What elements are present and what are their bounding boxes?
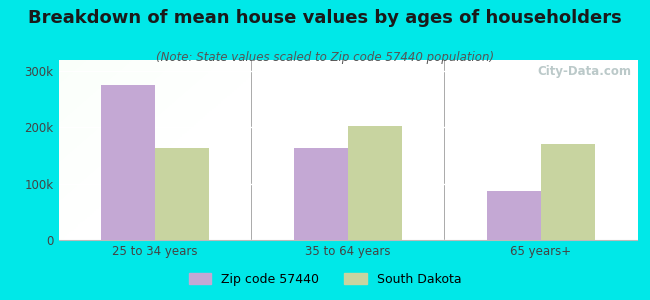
Text: Breakdown of mean house values by ages of householders: Breakdown of mean house values by ages o…	[28, 9, 622, 27]
Bar	[155, 148, 209, 240]
Text: (Note: State values scaled to Zip code 57440 population): (Note: State values scaled to Zip code 5…	[156, 51, 494, 64]
Bar	[487, 190, 541, 240]
Bar	[294, 148, 348, 240]
Bar	[348, 126, 402, 240]
Legend: Zip code 57440, South Dakota: Zip code 57440, South Dakota	[184, 268, 466, 291]
Bar	[101, 85, 155, 240]
Bar	[541, 144, 595, 240]
Text: City-Data.com: City-Data.com	[537, 65, 631, 78]
